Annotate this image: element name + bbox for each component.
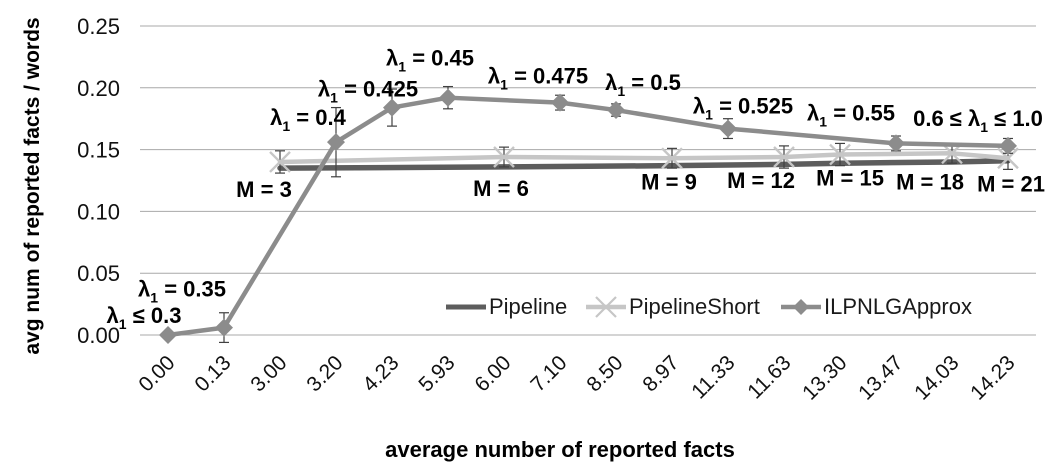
x-tick-label: 8.50 [582,351,627,396]
m-annotation: M = 9 [641,169,697,194]
x-marker [997,147,1019,170]
m-annotation: M = 18 [896,169,964,194]
x-tick-label: 0.13 [190,351,235,396]
diamond-marker [439,88,457,107]
x-tick-label: 4.23 [358,351,403,396]
x-marker [829,143,851,166]
x-tick-label: 6.00 [470,351,515,396]
y-axis-title: avg num of reported facts / words [21,17,44,355]
x-tick-label: 11.63 [743,351,795,403]
m-annotation: M = 12 [727,168,795,193]
lambda-annotation: λ1 = 0.475 [488,64,588,93]
diamond-marker [551,93,569,112]
x-tick-label: 14.03 [910,351,963,404]
x-tick-label: 0.00 [134,351,179,396]
x-tick-label: 13.30 [798,351,851,404]
y-tick-label: 0.05 [77,261,120,286]
lambda-annotation: λ1 = 0.45 [386,46,474,75]
series-line-ILPNLGApprox [165,95,1011,338]
lambda-annotation: λ1 = 0.55 [807,100,895,129]
lambda-annotation: λ1 = 0.35 [138,277,226,306]
series-line-Pipeline [277,157,1011,171]
lambda-annotation: λ1 = 0.525 [693,94,793,123]
x-marker [493,146,515,168]
diamond-marker [327,133,345,152]
m-annotation: M = 15 [816,166,884,191]
diamond-marker [887,134,905,153]
y-tick-label: 0.00 [77,323,120,348]
x-tick-label: 3.00 [246,351,291,396]
x-tick-label: 13.47 [854,351,907,404]
diamond-marker [607,101,625,120]
x-marker [773,146,795,168]
diamond-marker [383,98,401,117]
y-tick-label: 0.25 [77,14,120,39]
x-tick-label: 5.93 [414,351,459,396]
lambda-annotation: λ1 = 0.425 [318,77,418,106]
lambda-annotation: λ1 ≤ 0.3 [107,303,182,332]
diamond-marker [159,326,177,344]
diamond-marker [719,119,737,138]
lambda-annotation: λ1 = 0.5 [605,70,681,99]
x-tick-label: 7.10 [526,351,571,396]
x-tick-label: 11.33 [687,351,739,403]
x-axis-title: average number of reported facts [385,437,735,462]
lambda-annotation: 0.6 ≤ λ1 ≤ 1.0 [913,106,1043,135]
m-annotation: M = 21 [977,171,1045,196]
x-tick-label: 8.97 [638,351,683,396]
m-annotation: M = 3 [236,177,292,202]
m-annotation: M = 6 [473,176,529,201]
x-tick-label: 3.20 [302,351,347,396]
y-tick-label: 0.20 [77,76,120,101]
lambda-annotation: λ1 = 0.4 [270,105,346,134]
diamond-marker [999,136,1017,155]
x-tick-label: 14.23 [966,351,1019,404]
diamond-marker [215,318,233,337]
y-tick-label: 0.15 [77,138,120,163]
y-tick-label: 0.10 [77,199,120,224]
x-marker [269,151,291,173]
x-marker [661,147,683,170]
